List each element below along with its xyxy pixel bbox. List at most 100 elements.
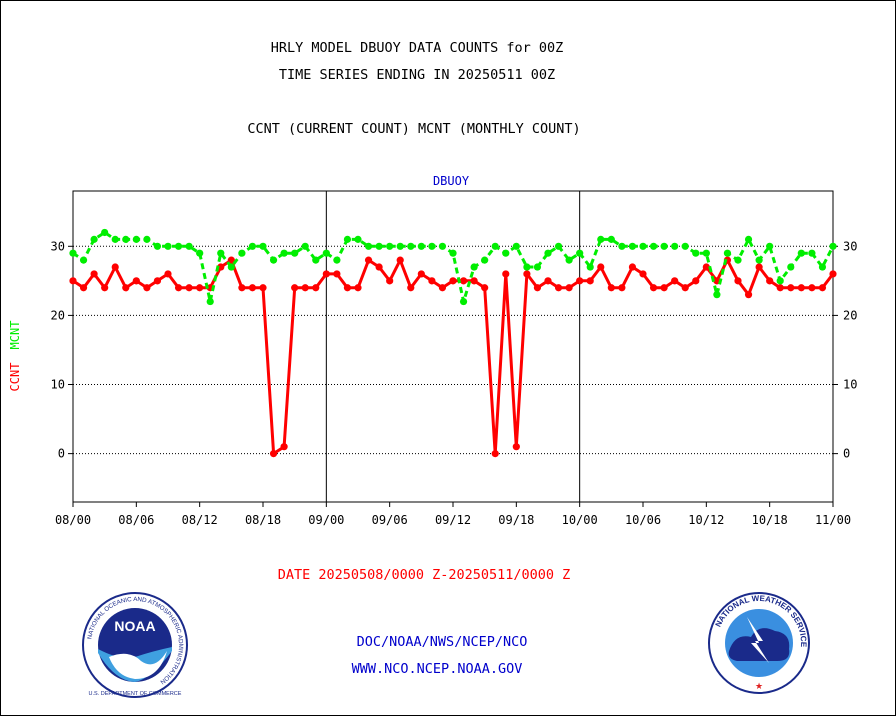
point-mcnt <box>428 242 436 250</box>
point-mcnt <box>280 249 288 257</box>
point-mcnt <box>713 291 721 299</box>
point-mcnt <box>628 242 637 250</box>
point-ccnt <box>111 263 119 271</box>
point-mcnt <box>523 263 531 271</box>
x-tick-label: 09/12 <box>435 513 471 527</box>
point-ccnt <box>660 284 668 292</box>
point-ccnt <box>502 270 510 278</box>
point-ccnt <box>217 263 225 271</box>
point-ccnt <box>533 284 542 292</box>
point-ccnt <box>681 284 689 292</box>
point-mcnt <box>818 263 827 271</box>
point-mcnt <box>217 249 225 257</box>
point-mcnt <box>101 228 109 237</box>
y-label-ccnt: CCNT <box>8 363 22 392</box>
star-icon: ★ <box>755 681 763 691</box>
point-ccnt <box>692 277 700 285</box>
point-mcnt <box>776 277 784 285</box>
point-ccnt <box>164 270 172 278</box>
point-ccnt <box>618 284 626 292</box>
point-mcnt <box>565 256 573 264</box>
point-mcnt <box>481 256 489 264</box>
point-mcnt <box>69 249 77 257</box>
point-ccnt <box>829 270 837 278</box>
point-ccnt <box>122 284 130 292</box>
point-mcnt <box>723 249 732 257</box>
point-ccnt <box>628 263 637 271</box>
point-ccnt <box>227 256 235 264</box>
point-mcnt <box>343 235 352 243</box>
point-ccnt <box>449 277 457 285</box>
point-mcnt <box>143 235 151 243</box>
point-ccnt <box>354 284 362 292</box>
website-link[interactable]: WWW.NCO.NCEP.NOAA.GOV <box>352 661 523 677</box>
point-ccnt <box>69 277 77 285</box>
y-label-mcnt: MCNT <box>8 321 22 350</box>
point-ccnt <box>248 284 257 292</box>
point-ccnt <box>238 284 246 292</box>
point-ccnt <box>79 284 88 292</box>
point-ccnt <box>649 284 658 292</box>
x-tick-label: 10/18 <box>752 513 788 527</box>
chart-title-line1: HRLY MODEL DBUOY DATA COUNTS for 00Z <box>271 40 564 56</box>
point-ccnt <box>291 284 299 292</box>
point-mcnt <box>206 297 214 306</box>
point-mcnt <box>238 249 246 257</box>
point-ccnt <box>438 284 447 292</box>
point-mcnt <box>787 263 795 271</box>
y-tick-label-right: 0 <box>843 447 850 461</box>
point-ccnt <box>428 277 436 285</box>
point-ccnt <box>90 270 98 278</box>
point-mcnt <box>744 235 753 243</box>
x-tick-label: 11/00 <box>815 513 851 527</box>
point-mcnt <box>586 263 594 271</box>
point-mcnt <box>354 235 362 243</box>
point-mcnt <box>269 256 278 264</box>
point-ccnt <box>491 450 499 458</box>
point-mcnt <box>797 249 805 257</box>
noaa-logo-text: NOAA <box>114 618 155 634</box>
point-ccnt <box>333 270 341 278</box>
point-mcnt <box>544 249 552 257</box>
y-tick-label-right: 30 <box>843 239 857 253</box>
point-ccnt <box>312 284 320 292</box>
point-mcnt <box>174 242 183 250</box>
point-ccnt <box>766 277 774 285</box>
point-ccnt <box>407 284 415 292</box>
point-ccnt <box>597 263 605 271</box>
point-mcnt <box>375 242 383 250</box>
x-tick-label: 09/06 <box>372 513 408 527</box>
point-mcnt <box>502 249 510 257</box>
point-ccnt <box>386 277 394 285</box>
point-mcnt <box>808 249 816 257</box>
chart-title-line2: TIME SERIES ENDING IN 20250511 00Z <box>279 67 555 83</box>
point-ccnt <box>417 270 425 278</box>
point-mcnt <box>660 242 668 250</box>
point-mcnt <box>459 297 468 306</box>
point-mcnt <box>533 263 542 271</box>
point-mcnt <box>755 256 763 264</box>
point-ccnt <box>787 284 795 292</box>
point-mcnt <box>438 242 447 250</box>
point-ccnt <box>459 277 468 285</box>
plot-area: 0 0 10 10 20 20 30 30 08/00 08/06 08/12 08/18 09/00 0… <box>51 190 857 527</box>
point-mcnt <box>111 235 119 243</box>
y-tick-label: 20 <box>51 308 65 322</box>
point-ccnt <box>259 284 267 292</box>
x-tick-label: 08/18 <box>245 513 281 527</box>
point-mcnt <box>618 242 626 250</box>
point-ccnt <box>132 277 140 285</box>
point-mcnt <box>671 242 679 250</box>
point-ccnt <box>174 284 183 292</box>
point-ccnt <box>576 277 584 285</box>
point-mcnt <box>396 242 404 250</box>
point-mcnt <box>692 249 700 257</box>
x-tick-label: 09/18 <box>498 513 534 527</box>
point-ccnt <box>607 284 615 292</box>
series-line-mcnt <box>72 231 835 304</box>
point-mcnt <box>122 235 130 243</box>
point-ccnt <box>322 270 330 278</box>
x-tick-label: 08/00 <box>55 513 91 527</box>
point-ccnt <box>185 284 193 292</box>
